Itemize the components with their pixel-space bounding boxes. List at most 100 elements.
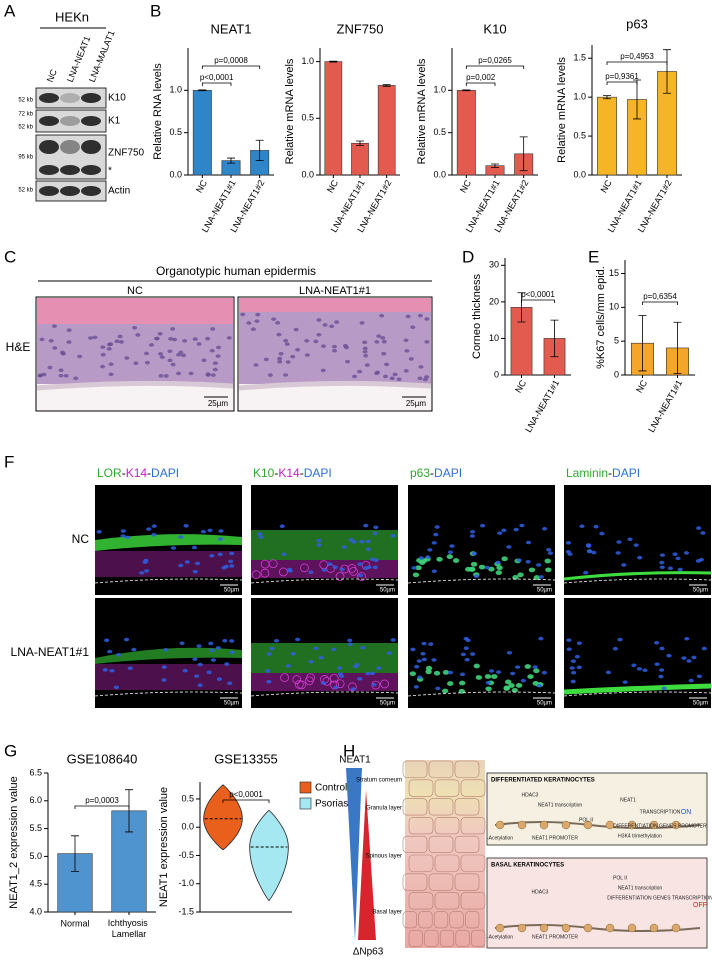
- dapi-nucleus: [471, 551, 477, 556]
- nucleus: [48, 338, 54, 343]
- dapi-nucleus: [200, 529, 207, 534]
- dapi-nucleus: [683, 551, 690, 555]
- error-bar: [550, 319, 559, 358]
- channel-name: DAPI: [434, 466, 462, 480]
- dapi-nucleus: [532, 665, 538, 669]
- y-tick-label: 1.0: [433, 85, 446, 95]
- dapi-nucleus: [357, 677, 363, 681]
- dapi-nucleus: [659, 560, 665, 565]
- p63-nucleus: [544, 558, 551, 564]
- layer-label: Granula layer: [366, 806, 402, 812]
- dapi-nucleus: [357, 562, 363, 567]
- dapi-nucleus: [269, 646, 275, 651]
- box-label: H3K4 trimethylation: [618, 833, 662, 839]
- dapi-nucleus: [484, 565, 490, 570]
- nucleus: [322, 323, 328, 327]
- dapi-nucleus: [257, 532, 263, 536]
- band-label: *: [108, 166, 112, 177]
- marker-label: 52 kb: [18, 98, 33, 104]
- band-label: Actin: [108, 186, 130, 197]
- nucleus: [267, 373, 273, 377]
- blot-header: HEKn: [55, 9, 89, 24]
- nucleosome: [495, 820, 505, 830]
- blot-panel: [35, 109, 107, 133]
- dapi-nucleus: [179, 641, 185, 646]
- p63-nucleus: [447, 681, 454, 686]
- error-bar: [356, 140, 364, 146]
- cell: [454, 835, 480, 854]
- y-tick-label: 0.5: [573, 130, 586, 140]
- histology-title: Organotypic human epidermis: [156, 264, 316, 278]
- dapi-nucleus: [218, 529, 224, 533]
- dapi-nucleus: [321, 568, 327, 572]
- nucleus: [170, 362, 176, 367]
- cell: [428, 798, 454, 816]
- dapi-nucleus: [681, 656, 687, 660]
- nucleus: [284, 342, 290, 346]
- y-axis-label: Relative mRNA levels: [556, 57, 568, 163]
- box-label: POL II: [579, 817, 593, 823]
- nucleus: [418, 365, 424, 369]
- nucleus: [100, 352, 106, 357]
- nucleus: [192, 337, 198, 341]
- nucleus: [210, 327, 216, 331]
- p63-nucleus: [511, 687, 518, 693]
- nucleus: [59, 350, 65, 355]
- dapi-nucleus: [192, 569, 198, 574]
- dapi-nucleus: [659, 668, 665, 672]
- legend-swatch: [299, 781, 312, 794]
- epidermis-cartoon: [405, 760, 485, 948]
- nucleus: [246, 321, 252, 325]
- cell: [434, 892, 460, 910]
- dapi-nucleus: [506, 650, 513, 655]
- nucleus: [374, 340, 380, 344]
- box-label: NEAT1 PROMOTER: [532, 835, 578, 841]
- nucleus: [376, 334, 382, 338]
- p63-nucleus: [515, 683, 523, 688]
- nucleus: [77, 354, 83, 359]
- p-value: p=0,6354: [643, 292, 677, 301]
- nucleus: [133, 361, 139, 366]
- error-bar: [125, 789, 133, 833]
- dapi-nucleus: [631, 663, 637, 668]
- y-tick-label: 4.5: [29, 879, 42, 889]
- lane-label: LNA-MALAT1: [87, 29, 117, 84]
- nucleus: [118, 340, 124, 344]
- y-tick-label: 6.0: [29, 795, 42, 805]
- k10-signal: [251, 643, 398, 673]
- box-label: NEAT1 transcription: [618, 885, 663, 891]
- legend-label: Psoriasis: [315, 799, 356, 810]
- dapi-nucleus: [621, 563, 627, 567]
- dapi-nucleus: [217, 537, 224, 541]
- nucleus: [167, 349, 173, 354]
- nucleus: [201, 358, 207, 363]
- cell: [428, 760, 454, 778]
- nucleus: [342, 343, 348, 348]
- nucleosome: [649, 820, 659, 830]
- blot-band: [39, 186, 59, 196]
- dapi-nucleus: [287, 569, 293, 573]
- cell-outline: [268, 559, 278, 569]
- box-label: ON: [681, 809, 692, 816]
- p63-nucleus: [533, 668, 540, 674]
- significance-bracket: [642, 301, 678, 305]
- basement-membrane: [250, 578, 399, 584]
- dapi-nucleus: [465, 638, 471, 643]
- cell: [434, 779, 460, 797]
- cell: [460, 854, 486, 872]
- box-label: POL II: [613, 875, 627, 881]
- significance-bracket: [201, 65, 261, 69]
- dapi-nucleus: [116, 653, 122, 657]
- p63-nucleus: [478, 564, 486, 570]
- nucleus: [135, 333, 141, 337]
- dapi-nucleus: [684, 636, 690, 641]
- dapi-nucleus: [258, 535, 264, 539]
- k14-signal: [95, 664, 242, 690]
- nucleus: [408, 357, 414, 361]
- dapi-nucleus: [574, 654, 580, 659]
- dapi-nucleus: [413, 685, 419, 689]
- cell-outline: [349, 567, 358, 576]
- dapi-nucleus: [308, 659, 314, 664]
- cell: [408, 854, 434, 872]
